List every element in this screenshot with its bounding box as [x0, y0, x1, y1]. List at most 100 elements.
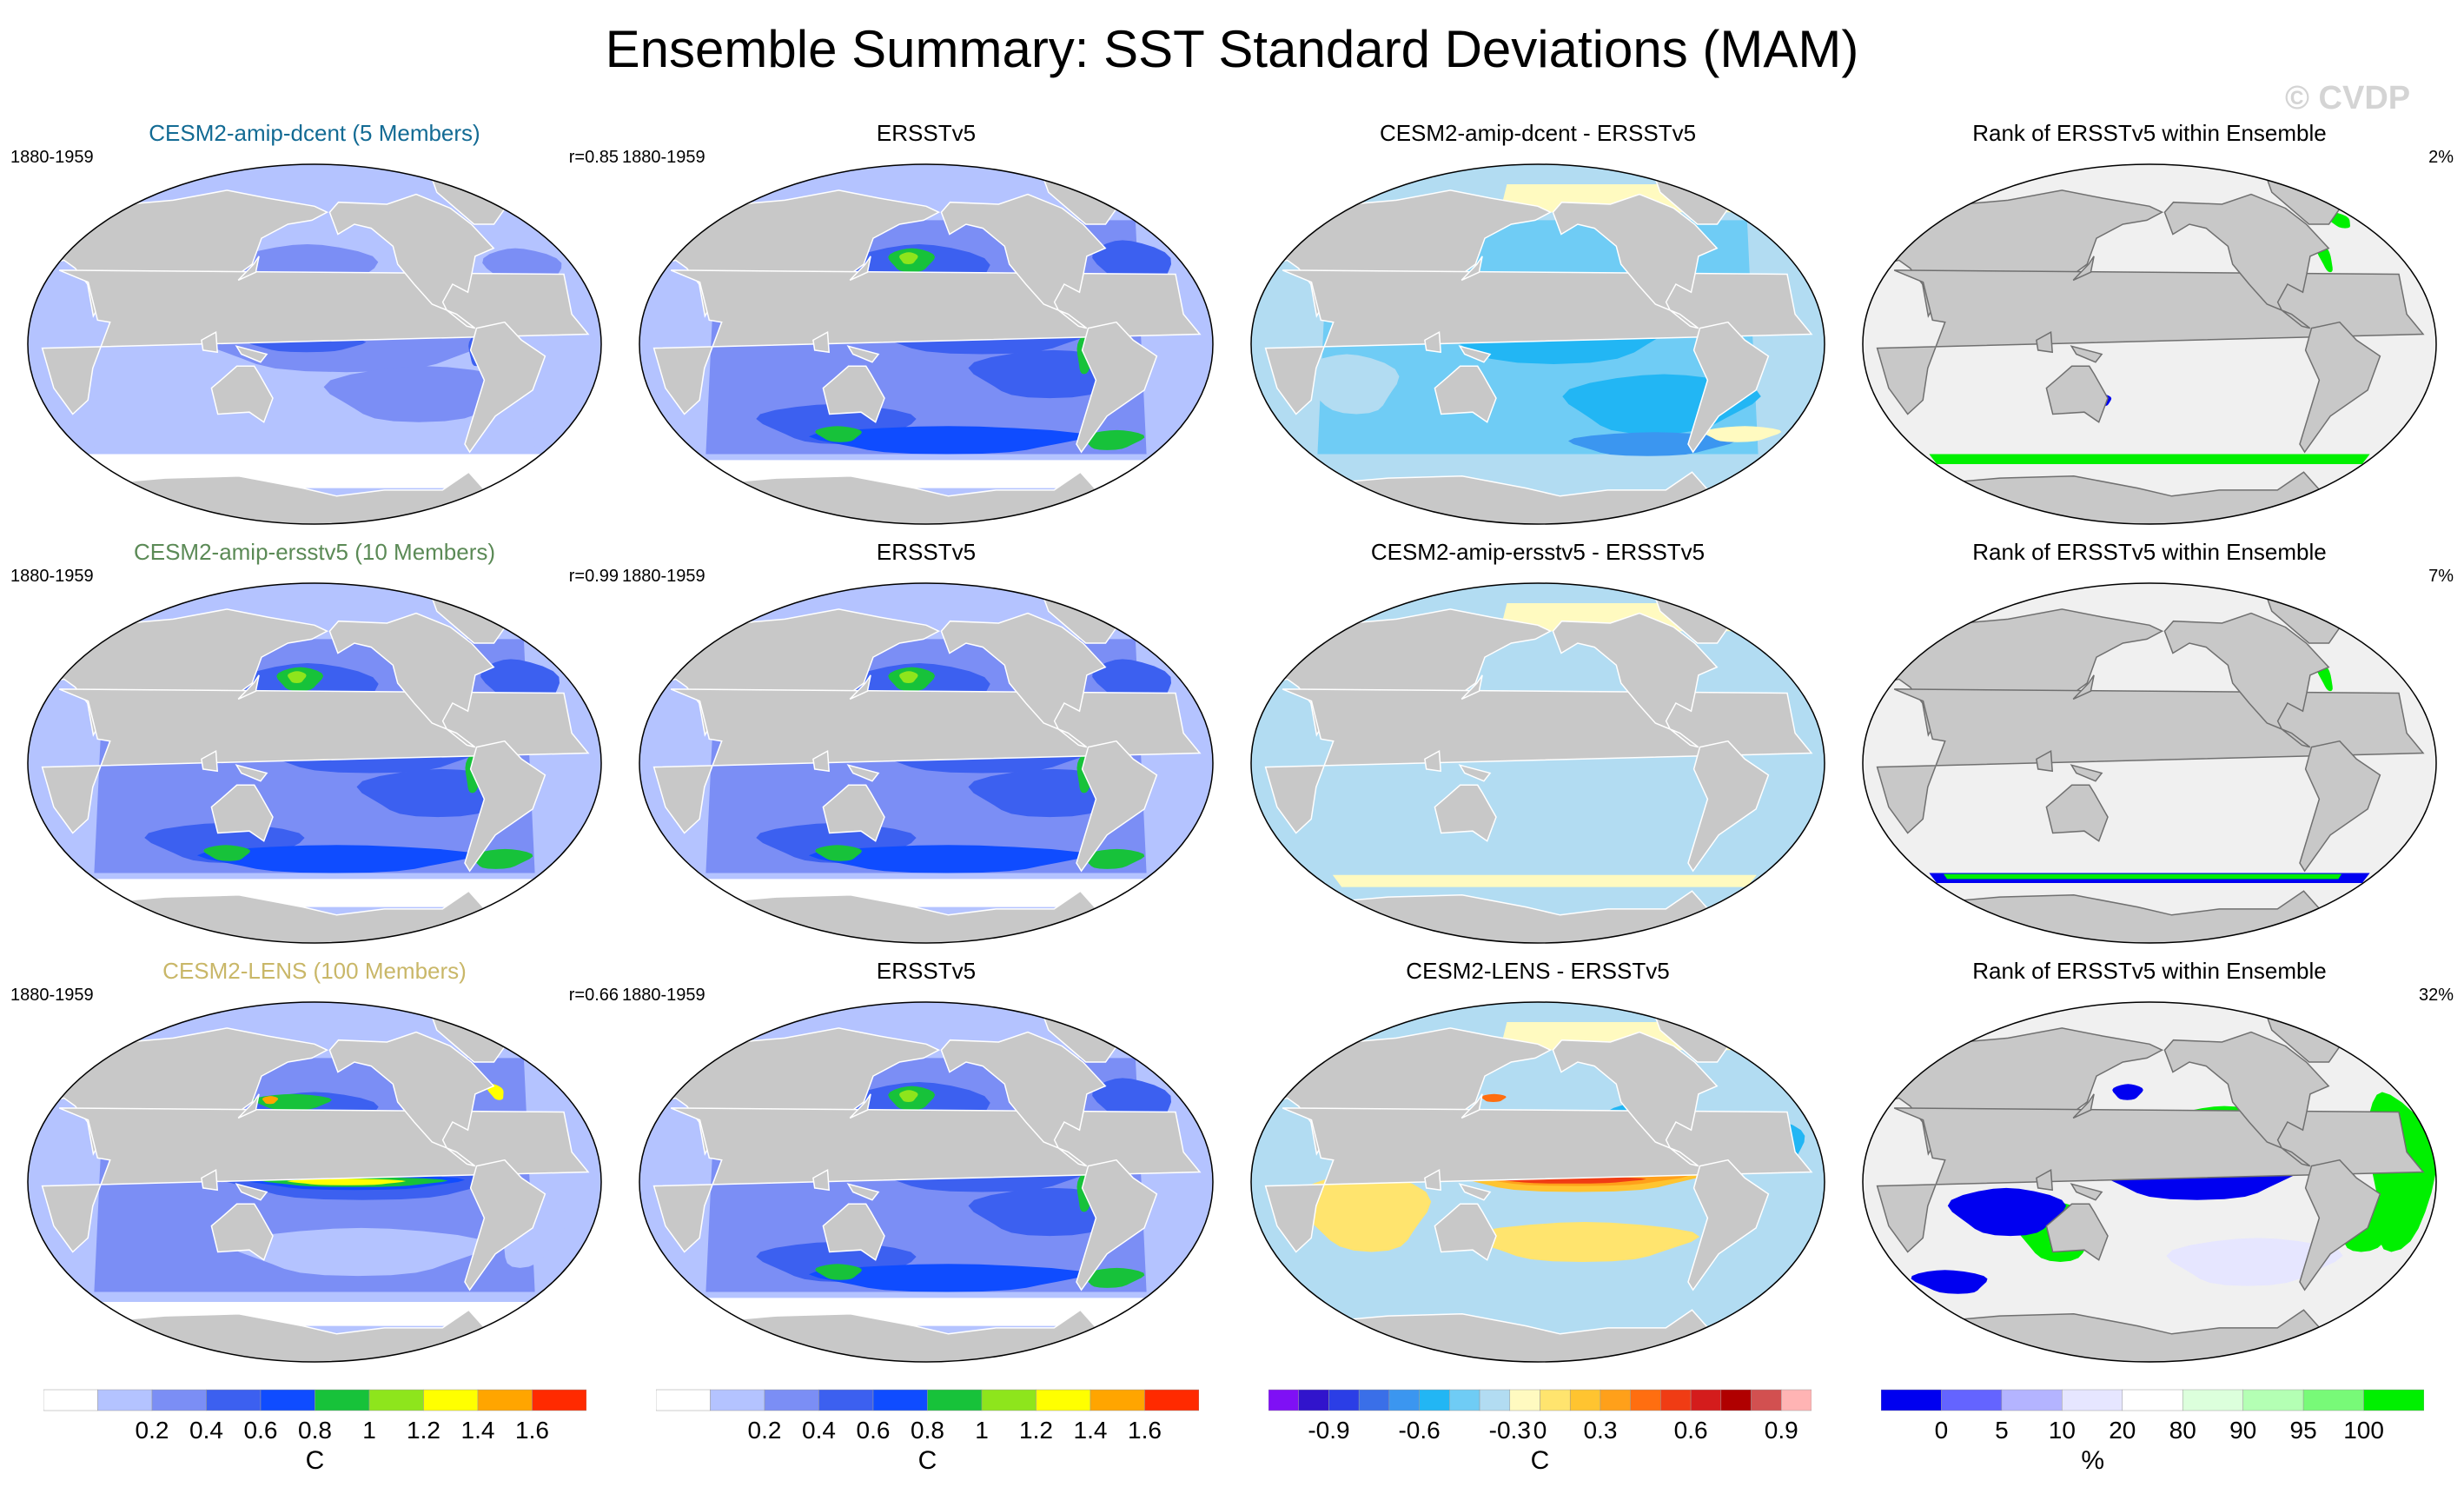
land-mass [1552, 612, 1719, 748]
colorbar-tick-label: 0.4 [189, 1417, 223, 1444]
colorbar-tick-label: 1.2 [407, 1417, 440, 1444]
map-outline [1250, 163, 1825, 525]
panel-title: ERSSTv5 [876, 539, 977, 565]
period-label: 1880-1959 [10, 567, 94, 586]
land-mass [2299, 321, 2381, 454]
land-mass [1461, 256, 1483, 282]
field-contour [1947, 1187, 2067, 1237]
cvdp-watermark: © CVDP [2285, 80, 2411, 116]
land-mass [1424, 749, 1442, 773]
colorbar-swatch [927, 1389, 983, 1411]
map-field-layer [639, 583, 1213, 943]
land-mass [849, 256, 871, 282]
figure-title: Ensemble Summary: SST Standard Deviation… [605, 20, 1859, 78]
colorbar-tick-label: 20 [2109, 1417, 2136, 1444]
map-panel-r3c2: ERSSTv5 1880-1959 [622, 958, 1230, 1366]
map-panel-r2c1: CESM2-amip-ersstv5 (10 Members) 1880-1959… [10, 539, 619, 947]
map-field-layer [28, 164, 601, 524]
colorbar-unit-label: C [917, 1446, 937, 1475]
land-mass [812, 1168, 831, 1192]
land-mass [2045, 784, 2109, 842]
land-mass [1076, 1159, 1158, 1291]
land-mass [1876, 688, 2425, 834]
map-outline [1250, 1001, 1825, 1363]
robinson-map [639, 1001, 1214, 1363]
period-label: 1880-1959 [622, 148, 705, 167]
colorbar-swatch [1781, 1389, 1812, 1411]
map-field-layer [28, 1002, 601, 1362]
land-mass [237, 1093, 260, 1119]
land-mass [652, 269, 1202, 415]
land-mass [2163, 193, 2330, 329]
field-contour [1480, 1093, 1507, 1102]
land-mass [846, 345, 880, 363]
colorbar-swatch [477, 1389, 533, 1411]
land-mass [237, 256, 260, 282]
colorbar-tick-label: 0.3 [1583, 1417, 1618, 1444]
colorbar-swatch [1144, 1389, 1200, 1411]
colorbar-diff: -0.9 -0.6 -0.3 0 0.3 0.6 0.9 C [1268, 1389, 1812, 1484]
colorbar-swatches [655, 1389, 1200, 1411]
period-label: 1880-1959 [622, 986, 705, 1005]
colorbar-swatch [1660, 1389, 1692, 1411]
land-mass [940, 1031, 1107, 1167]
map-panel-r1c3: CESM2-amip-dcent - ERSSTv5 [1234, 120, 1842, 528]
land-mass [652, 688, 1202, 834]
land-mass [2299, 740, 2381, 873]
period-label: 1880-1959 [10, 148, 94, 167]
map-outline [27, 1001, 602, 1363]
land-mass [1264, 688, 1813, 834]
panel-title: CESM2-amip-dcent - ERSSTv5 [1379, 120, 1697, 146]
land-mass [1461, 1093, 1483, 1119]
land-mass [2072, 256, 2095, 282]
land-mass [1552, 193, 1719, 329]
colorbar-swatches [43, 1389, 587, 1411]
land-mass [1458, 1183, 1492, 1201]
colorbar-tick-label: 5 [1995, 1417, 2009, 1444]
map-field-layer [28, 583, 601, 943]
map-field-layer [1863, 1002, 2436, 1362]
land-mass [812, 749, 831, 773]
land-mass [235, 1183, 268, 1201]
panel-title: CESM2-LENS (100 Members) [162, 958, 467, 984]
field-contour [808, 426, 1087, 455]
robinson-map [1862, 582, 2437, 944]
panel-title: Rank of ERSSTv5 within Ensemble [1972, 120, 2327, 146]
panel-title: CESM2-amip-ersstv5 (10 Members) [133, 539, 496, 565]
land-mass [822, 784, 885, 842]
map-panel-r1c4: Rank of ERSSTv5 within Ensemble 2% [1845, 120, 2454, 528]
map-panel-r2c2: ERSSTv5 1880-1959 [622, 539, 1230, 947]
colorbar-tick-label: 95 [2289, 1417, 2317, 1444]
land-mass [464, 740, 546, 873]
land-mass [1076, 740, 1158, 873]
robinson-map [1250, 582, 1825, 944]
colorbar-tick-label: 0 [1533, 1417, 1547, 1444]
colorbar-tick-label: 0.8 [298, 1417, 332, 1444]
map-field-layer [1251, 1002, 1825, 1362]
map-panel-r2c3: CESM2-amip-ersstv5 - ERSSTv5 [1234, 539, 1842, 947]
colorbar-swatch [368, 1389, 424, 1411]
land-mass [1687, 321, 1770, 454]
map-outline [1250, 582, 1825, 944]
map-outline [1862, 582, 2437, 944]
land-mass [201, 1168, 219, 1192]
colorbar-tick-label: 0.6 [856, 1417, 891, 1444]
land-mass [464, 1159, 546, 1291]
colorbar-swatch [981, 1389, 1037, 1411]
land-mass [1876, 1107, 2425, 1253]
colorbar-swatch [1268, 1389, 1299, 1411]
colorbar-tick-label: 0.9 [1764, 1417, 1798, 1444]
colorbar-tick-label: 90 [2229, 1417, 2257, 1444]
land-mass [2072, 674, 2095, 701]
colorbar-tick-label: 0.2 [135, 1417, 169, 1444]
colorbar-tick-label: 1.6 [1128, 1417, 1162, 1444]
land-mass [822, 1203, 885, 1261]
colorbar-unit-label: % [2081, 1446, 2105, 1475]
land-mass [464, 321, 546, 454]
colorbar-swatch [151, 1389, 207, 1411]
field-contour [899, 252, 918, 264]
field-contour [1911, 1270, 1988, 1294]
field-contour [1468, 1222, 1700, 1262]
field-contour [487, 1084, 504, 1100]
colorbar-tick-label: -0.6 [1398, 1417, 1441, 1444]
